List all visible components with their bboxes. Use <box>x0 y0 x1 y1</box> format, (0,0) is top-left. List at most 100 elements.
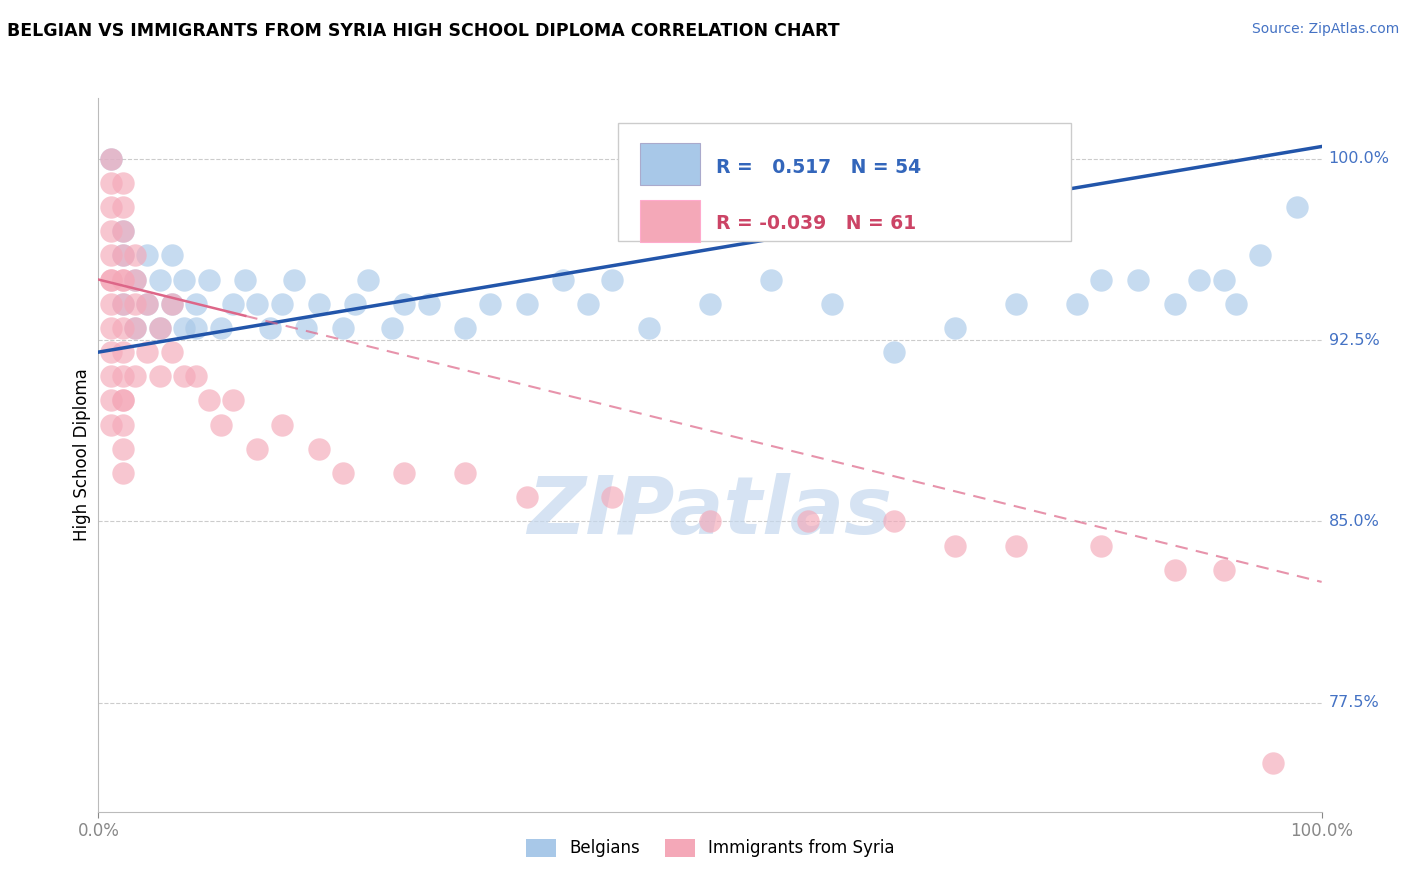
Point <box>100 248 122 262</box>
Point <box>111 272 134 286</box>
Point <box>173 321 195 335</box>
Point <box>356 272 378 286</box>
Point <box>797 515 820 529</box>
Text: 92.5%: 92.5% <box>1329 333 1379 348</box>
Y-axis label: High School Diploma: High School Diploma <box>73 368 91 541</box>
Point <box>332 466 354 480</box>
Point <box>943 321 966 335</box>
Point <box>100 345 122 359</box>
Point <box>197 272 219 286</box>
Point <box>111 369 134 384</box>
Point <box>111 297 134 311</box>
Point <box>943 539 966 553</box>
Point <box>149 321 172 335</box>
Text: 100.0%: 100.0% <box>1329 151 1389 166</box>
Point <box>1164 563 1187 577</box>
Point <box>222 393 245 408</box>
FancyBboxPatch shape <box>640 143 700 186</box>
Point <box>600 272 623 286</box>
Point <box>136 297 159 311</box>
Point <box>283 272 305 286</box>
Point <box>100 176 122 190</box>
Point <box>111 417 134 432</box>
Point <box>100 152 122 166</box>
FancyBboxPatch shape <box>619 123 1071 241</box>
FancyBboxPatch shape <box>640 200 700 243</box>
Point <box>1090 539 1112 553</box>
Point <box>149 369 172 384</box>
Text: R = -0.039   N = 61: R = -0.039 N = 61 <box>716 214 917 233</box>
Point <box>149 321 172 335</box>
Point <box>270 297 294 311</box>
Point <box>344 297 367 311</box>
Point <box>111 297 134 311</box>
Point <box>209 321 232 335</box>
Point <box>1164 297 1187 311</box>
Point <box>246 297 269 311</box>
Point <box>699 297 721 311</box>
Text: BELGIAN VS IMMIGRANTS FROM SYRIA HIGH SCHOOL DIPLOMA CORRELATION CHART: BELGIAN VS IMMIGRANTS FROM SYRIA HIGH SC… <box>7 22 839 40</box>
Point <box>124 248 146 262</box>
Point <box>233 272 256 286</box>
Point <box>454 321 477 335</box>
Point <box>111 393 134 408</box>
Point <box>1286 200 1309 214</box>
Point <box>637 321 661 335</box>
Point <box>1188 272 1211 286</box>
Point <box>883 345 905 359</box>
Point <box>222 297 245 311</box>
Point <box>1004 539 1026 553</box>
Point <box>136 345 159 359</box>
Point <box>173 369 195 384</box>
Text: ZIPatlas: ZIPatlas <box>527 473 893 551</box>
Point <box>100 272 122 286</box>
Point <box>516 297 538 311</box>
Point <box>124 272 146 286</box>
Point <box>111 248 134 262</box>
Text: 85.0%: 85.0% <box>1329 514 1379 529</box>
Point <box>100 152 122 166</box>
Point <box>100 417 122 432</box>
Point <box>124 321 146 335</box>
Point <box>100 321 122 335</box>
Point <box>111 442 134 456</box>
Point <box>124 321 146 335</box>
Point <box>136 297 159 311</box>
Point <box>1004 297 1026 311</box>
Point <box>270 417 294 432</box>
Point <box>761 272 783 286</box>
Point <box>111 321 134 335</box>
Point <box>1212 563 1234 577</box>
Point <box>100 224 122 238</box>
Point <box>149 272 172 286</box>
Point <box>883 515 905 529</box>
Point <box>124 369 146 384</box>
Point <box>111 248 134 262</box>
Point <box>1225 297 1247 311</box>
Point <box>124 272 146 286</box>
Point <box>111 176 134 190</box>
Point <box>821 297 844 311</box>
Point <box>1212 272 1234 286</box>
Point <box>392 466 416 480</box>
Point <box>1261 756 1284 771</box>
Point <box>381 321 404 335</box>
Point <box>308 297 330 311</box>
Point <box>392 297 416 311</box>
Point <box>186 297 208 311</box>
Point <box>160 297 183 311</box>
Point <box>111 393 134 408</box>
Point <box>308 442 330 456</box>
Point <box>124 297 146 311</box>
Point <box>259 321 281 335</box>
Point <box>1128 272 1150 286</box>
Point <box>576 297 599 311</box>
Text: Source: ZipAtlas.com: Source: ZipAtlas.com <box>1251 22 1399 37</box>
Point <box>100 297 122 311</box>
Point <box>111 466 134 480</box>
Point <box>246 442 269 456</box>
Point <box>516 490 538 504</box>
Point <box>160 248 183 262</box>
Point <box>100 393 122 408</box>
Point <box>111 200 134 214</box>
